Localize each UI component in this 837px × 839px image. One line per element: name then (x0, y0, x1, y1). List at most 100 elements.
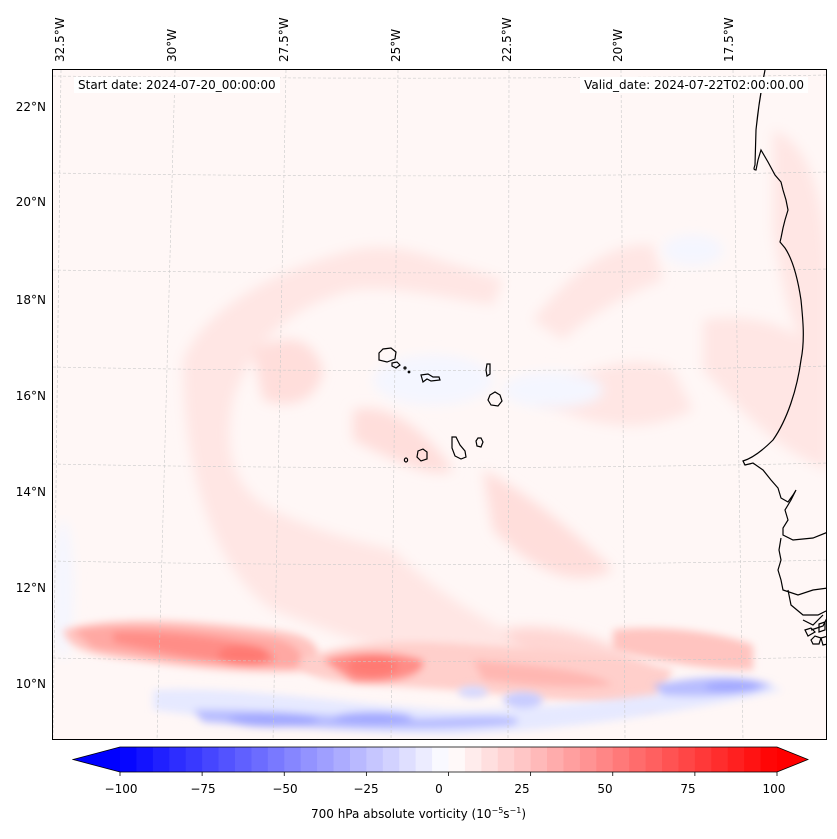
colorbar-segment (760, 747, 778, 772)
gridline-lat (53, 171, 826, 177)
gridline-lon (732, 70, 744, 739)
gridline-lon (272, 70, 287, 739)
colorbar-segment (464, 747, 482, 772)
lat-label: 10°N (15, 677, 46, 691)
colorbar-tick-label: 0 (435, 782, 443, 796)
vorticity-field (53, 70, 826, 739)
colorbar-extend-max (777, 747, 808, 772)
colorbar-segment (645, 747, 663, 772)
colorbar-segment (284, 747, 302, 772)
lat-label: 22°N (15, 100, 46, 114)
lat-label: 14°N (15, 485, 46, 499)
island-santiago (451, 436, 467, 460)
valid-date-annotation: Valid_date: 2024-07-22T02:00:00.00 (580, 77, 808, 93)
lat-label: 20°N (15, 195, 46, 209)
colorbar-segment (366, 747, 384, 772)
lat-label: 18°N (15, 293, 46, 307)
weak-negative-areas (53, 235, 723, 660)
colorbar-segment (448, 747, 466, 772)
colorbar-segment (612, 747, 630, 772)
negative-vorticity-band (153, 677, 783, 735)
lon-label: 30°W (165, 28, 179, 62)
colorbar-label: 700 hPa absolute vorticity (10−5s−1) (310, 806, 527, 821)
island-santo-antao (378, 347, 397, 363)
colorbar-segment (234, 747, 252, 772)
colorbar-extend-min (73, 747, 120, 772)
island-santa-luzia (403, 366, 407, 370)
lon-label: 32.5°W (53, 17, 67, 62)
colorbar-segment (202, 747, 220, 772)
colorbar-segment (547, 747, 564, 772)
colorbar-segment (727, 747, 745, 772)
colorbar-segment (629, 747, 647, 772)
colorbar-segment (481, 747, 499, 772)
colorbar-tick-label: 50 (597, 782, 613, 796)
colorbar-segment (218, 747, 236, 772)
west-africa-coastline (742, 70, 826, 631)
colorbar-tick-label: −75 (190, 782, 216, 796)
colorbar-segment (152, 747, 170, 772)
gridline-lon (156, 70, 176, 739)
positive-vorticity-band-west (63, 620, 320, 672)
gridlines (53, 70, 826, 739)
gridline-lat (53, 268, 826, 274)
colorbar-tick-label: −50 (272, 782, 298, 796)
gridline-lat (53, 656, 826, 662)
bijagos-islands (804, 621, 826, 646)
colorbar-segment (300, 747, 318, 772)
colorbar-segment (349, 747, 367, 772)
colorbar-segment (694, 747, 712, 772)
colorbar (72, 746, 809, 776)
colorbar-segment (563, 747, 581, 772)
gridline-lat (53, 559, 826, 565)
gridline-lon (53, 70, 62, 739)
colorbar-segment (333, 747, 351, 772)
gridline-lat (53, 74, 826, 79)
island-boa-vista (487, 391, 503, 407)
colorbar-segment (251, 747, 269, 772)
island-fogo (416, 448, 428, 462)
colorbar-segment (317, 747, 335, 772)
island-maio (475, 437, 484, 448)
colorbar-segment (267, 747, 285, 772)
lat-label: 16°N (15, 389, 46, 403)
colorbar-segment (415, 747, 433, 772)
colorbar-segment (120, 747, 137, 772)
start-date-annotation: Start date: 2024-07-20_00:00:00 (74, 77, 280, 93)
island-branco (407, 370, 411, 374)
gridline-lon (390, 70, 399, 739)
island-sao-nicolau (420, 373, 441, 384)
lon-label: 25°W (389, 28, 403, 62)
lon-label: 20°W (611, 28, 625, 62)
gridline-lon (507, 70, 510, 739)
island-brava (403, 457, 409, 463)
lon-label: 22.5°W (500, 17, 514, 62)
colorbar-segment (662, 747, 679, 772)
island-sao-vicente (391, 361, 401, 369)
coastlines (742, 70, 826, 646)
colorbar-tick-label: −100 (104, 782, 138, 796)
colorbar-segment (432, 747, 449, 772)
colorbar-segment (744, 747, 762, 772)
colorbar-segment (497, 747, 515, 772)
lon-label: 17.5°W (722, 17, 736, 62)
gridline-lat (53, 462, 826, 468)
colorbar-segment (579, 747, 597, 772)
lon-label: 27.5°W (277, 17, 291, 62)
cape-verde-islands (378, 347, 503, 463)
colorbar-segment (136, 747, 154, 772)
colorbar-tick-label: 75 (680, 782, 696, 796)
colorbar-segment (711, 747, 729, 772)
colorbar-segment (596, 747, 614, 772)
colorbar-segment (514, 747, 532, 772)
colorbar-segment (185, 747, 203, 772)
colorbar-segment (678, 747, 696, 772)
map-panel: Start date: 2024-07-20_00:00:00 Valid_da… (52, 69, 827, 740)
colorbar-tick-label: 25 (514, 782, 530, 796)
colorbar-segment (169, 747, 187, 772)
colorbar-segment (399, 747, 417, 772)
colorbar-segment (530, 747, 548, 772)
island-sal (485, 363, 491, 378)
colorbar-tick-label: −25 (353, 782, 379, 796)
